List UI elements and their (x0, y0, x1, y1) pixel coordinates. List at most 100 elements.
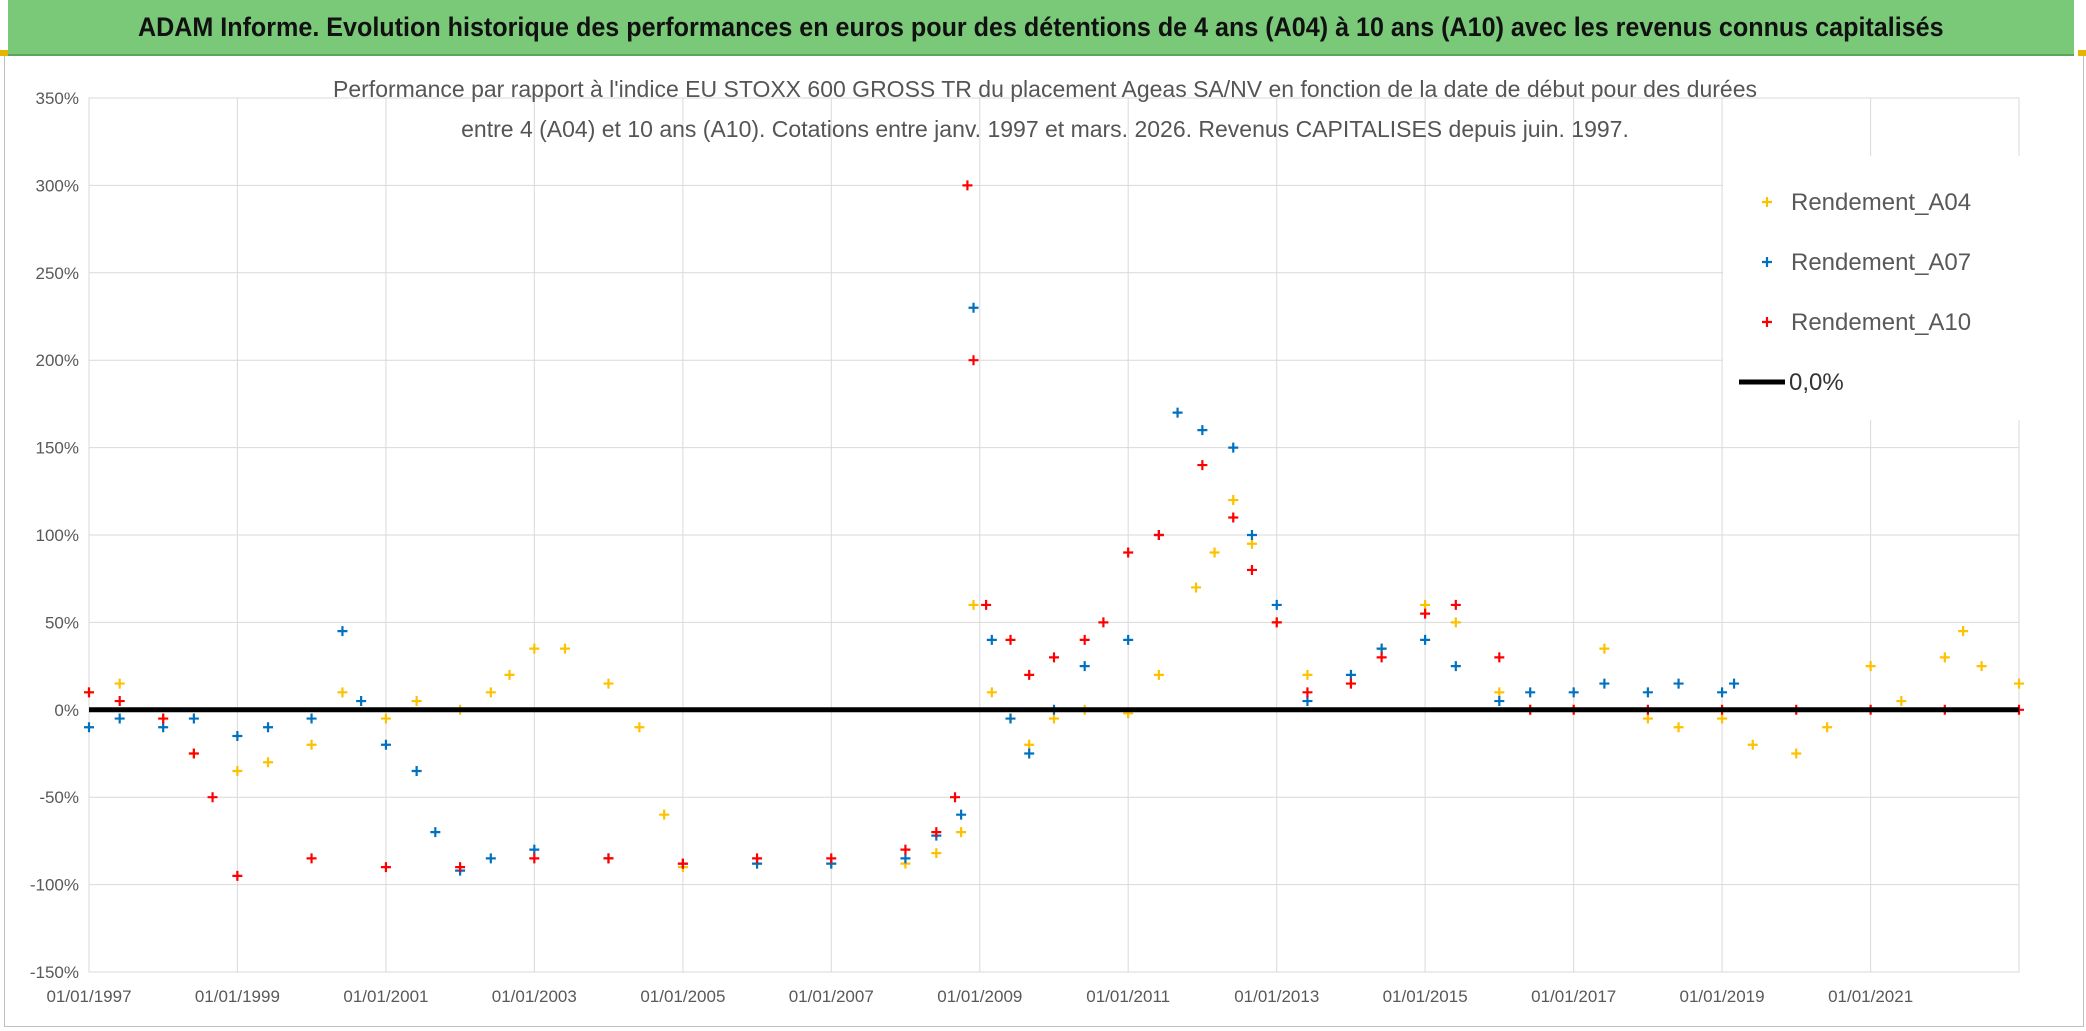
data-point (114, 678, 125, 689)
data-point (356, 696, 367, 707)
data-point (1568, 687, 1579, 698)
data-point (1976, 661, 1987, 672)
data-point (968, 355, 979, 366)
data-point (956, 809, 967, 820)
data-point (1450, 617, 1461, 628)
data-point (504, 669, 515, 680)
data-point (1376, 652, 1387, 663)
data-point (603, 853, 614, 864)
y-tick-label: 200% (36, 351, 79, 370)
chart-title-line2: entre 4 (A04) et 10 ans (A10). Cotations… (461, 116, 1629, 142)
corner-marker-right (2078, 50, 2086, 56)
data-point (1228, 442, 1239, 453)
data-point (529, 853, 540, 864)
data-point (207, 792, 218, 803)
x-tick-label: 01/01/2015 (1383, 987, 1468, 1006)
data-point (380, 862, 391, 873)
data-point (485, 853, 496, 864)
data-point (900, 844, 911, 855)
data-point (1599, 643, 1610, 654)
data-point (931, 848, 942, 859)
data-point (559, 643, 570, 654)
data-point (455, 862, 466, 873)
legend-label: Rendement_A04 (1791, 189, 1971, 216)
data-point (263, 722, 274, 733)
data-point (752, 853, 763, 864)
data-point (1450, 661, 1461, 672)
data-point (1049, 713, 1059, 724)
x-tick-label: 01/01/2001 (343, 987, 428, 1006)
data-point (1642, 687, 1653, 698)
data-point (1024, 669, 1035, 680)
legend-label: 0,0% (1789, 369, 1844, 396)
x-tick-label: 01/01/2011 (1086, 987, 1170, 1006)
data-point (158, 713, 169, 724)
data-point (1345, 669, 1356, 680)
x-tick-label: 01/01/2005 (640, 987, 725, 1006)
data-point (1302, 696, 1313, 707)
data-point (263, 757, 274, 768)
y-tick-label: 150% (36, 439, 79, 458)
data-point (1673, 722, 1684, 733)
data-point (1494, 652, 1505, 663)
data-point (950, 792, 961, 803)
data-point (1345, 678, 1356, 689)
data-point (1246, 538, 1257, 549)
data-point (485, 687, 496, 698)
data-point (634, 722, 645, 733)
data-point (306, 713, 317, 724)
data-point (1673, 678, 1684, 689)
data-point (1172, 407, 1183, 418)
data-point (962, 180, 973, 191)
x-tick-label: 01/01/2007 (789, 987, 874, 1006)
corner-marker-left (0, 50, 8, 56)
data-point (1024, 748, 1035, 759)
data-point (659, 809, 670, 820)
data-point (114, 713, 125, 724)
data-point (2014, 678, 2024, 689)
data-point (1525, 687, 1536, 698)
data-point (306, 853, 317, 864)
x-tick-label: 01/01/2019 (1680, 987, 1765, 1006)
chart-title-line1: Performance par rapport à l'indice EU ST… (333, 76, 1757, 102)
y-tick-label: 50% (45, 613, 79, 632)
data-point (1005, 713, 1016, 724)
data-point (1376, 643, 1387, 654)
data-point (1420, 608, 1431, 619)
data-point (1123, 547, 1134, 558)
x-tick-label: 01/01/1997 (46, 987, 131, 1006)
data-point (84, 687, 94, 698)
data-point (1939, 652, 1950, 663)
x-tick-label: 01/01/2013 (1234, 987, 1319, 1006)
data-point (968, 599, 979, 610)
data-point (968, 302, 979, 313)
data-point (1450, 599, 1461, 610)
banner: ADAM Informe. Evolution historique des p… (8, 0, 2074, 56)
data-point (1599, 678, 1610, 689)
data-point (956, 827, 967, 838)
data-point (1246, 564, 1257, 575)
data-point (1228, 512, 1239, 523)
y-tick-label: 100% (36, 526, 79, 545)
x-tick-label: 01/01/1999 (195, 987, 280, 1006)
legend: Rendement_A04 Rendement_A07 Rendement_A10 0… (1723, 156, 2023, 420)
data-point (232, 870, 243, 881)
chart: -150% -100% -50% 0% 50% 100% 150% 200% 250% 300% 3… (30, 76, 2024, 1006)
data-point (1494, 687, 1505, 698)
data-point (158, 722, 169, 733)
series-points (84, 180, 2024, 881)
banner-title: ADAM Informe. Evolution historique des p… (138, 11, 1944, 42)
data-point (232, 765, 243, 776)
data-point (411, 765, 422, 776)
data-point (380, 713, 391, 724)
y-tick-label: 0% (54, 701, 79, 720)
data-point (1153, 669, 1164, 680)
data-point (1642, 713, 1653, 724)
legend-marker (1762, 197, 1772, 207)
data-point (1197, 425, 1208, 436)
chart-frame: -150% -100% -50% 0% 50% 100% 150% 200% 250% 300% 3… (4, 56, 2084, 1027)
y-tick-label: -150% (30, 963, 79, 982)
data-point (1896, 696, 1907, 707)
legend-marker (1762, 317, 1772, 327)
data-point (1049, 652, 1059, 663)
